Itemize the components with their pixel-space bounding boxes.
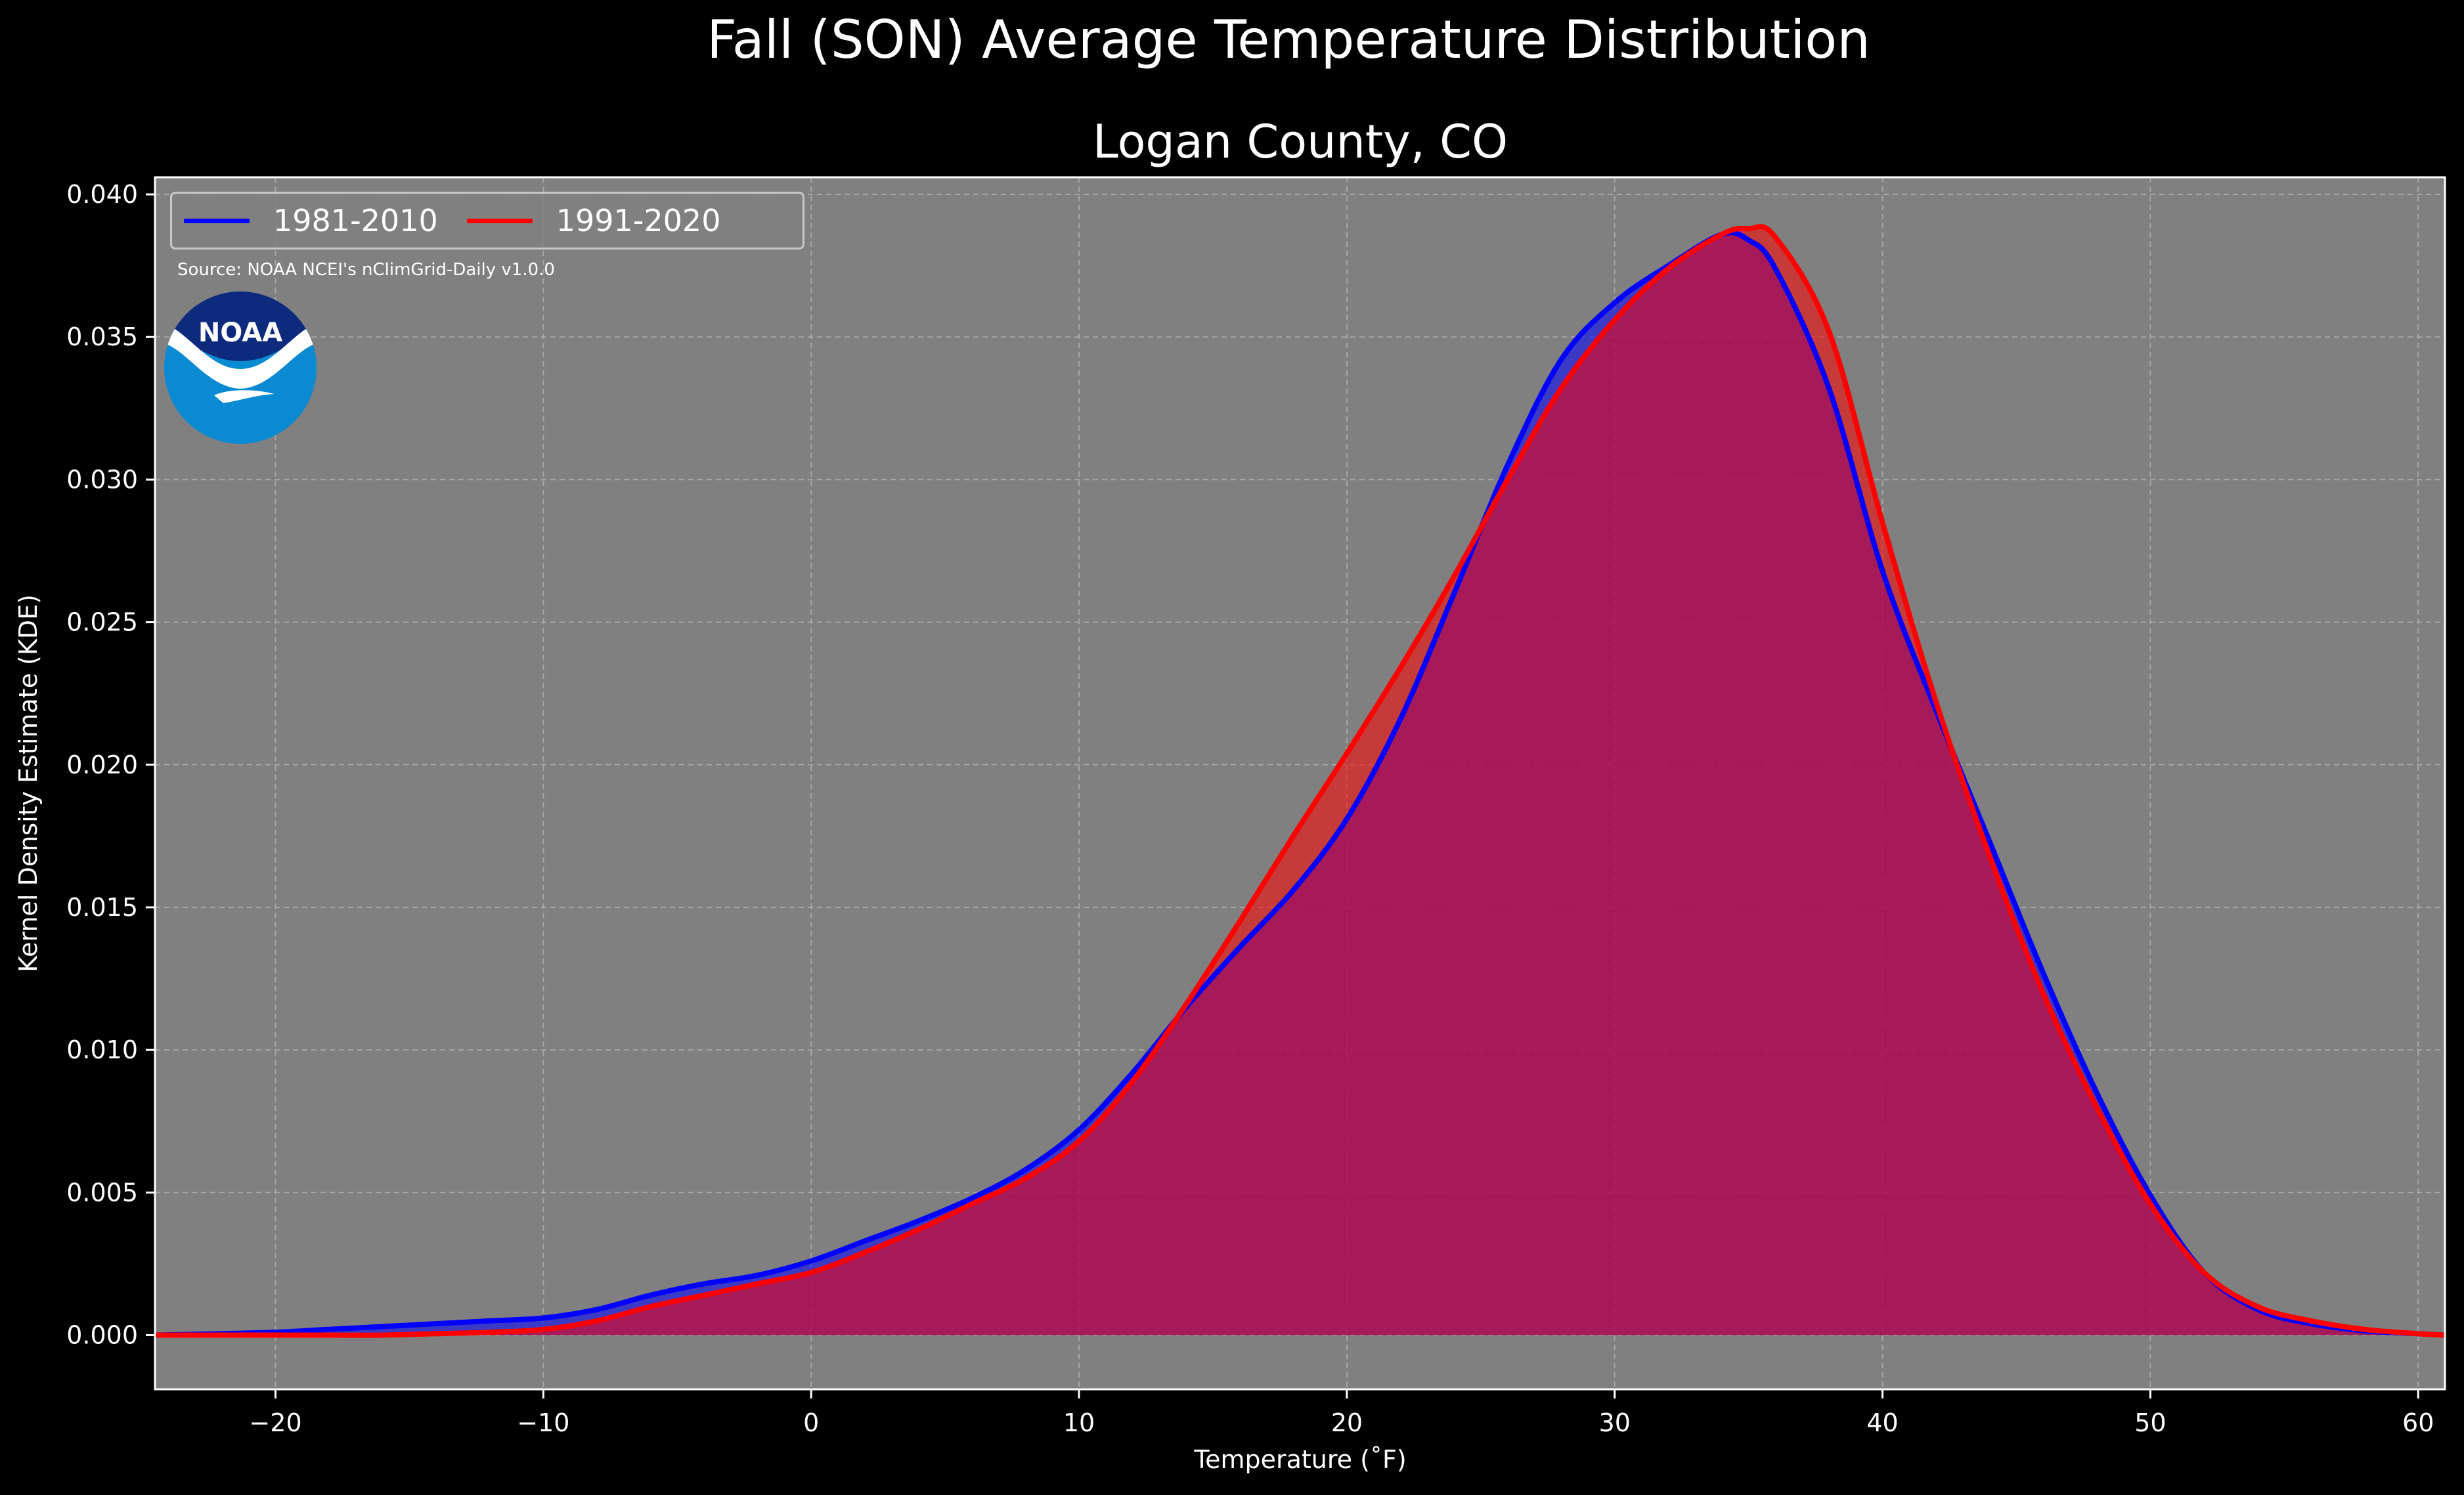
legend-swatch-1991-2020 xyxy=(466,218,533,223)
x-axis-label: Temperature (˚F) xyxy=(1193,1445,1406,1474)
legend-label-1991-2020: 1991-2020 xyxy=(556,203,721,238)
x-tick-label: 60 xyxy=(2402,1408,2434,1437)
chart-title: Fall (SON) Average Temperature Distribut… xyxy=(707,9,1870,70)
legend-entry-1991-2020: 1991-2020 xyxy=(466,203,721,238)
y-tick-label: 0.040 xyxy=(66,180,138,209)
y-tick-label: 0.015 xyxy=(66,893,138,922)
legend-label-1981-2010: 1981-2010 xyxy=(273,203,438,238)
x-tick-label: −10 xyxy=(517,1408,569,1437)
y-tick-label: 0.010 xyxy=(66,1035,138,1064)
chart-subtitle: Logan County, CO xyxy=(1093,115,1508,169)
series-layer xyxy=(154,224,2446,1338)
y-tick-label: 0.035 xyxy=(66,322,138,351)
ticks: −20 −10 0 10 20 30 40 50 60 0.000 0.005 0.010 0.015 0… xyxy=(66,180,2434,1437)
x-tick-label: 20 xyxy=(1331,1408,1363,1437)
y-tick-label: 0.000 xyxy=(66,1320,138,1349)
x-tick-label: −20 xyxy=(249,1408,301,1437)
y-tick-label: 0.020 xyxy=(66,750,138,779)
x-tick-label: 50 xyxy=(2134,1408,2166,1437)
noaa-logo: NOAA xyxy=(164,292,317,444)
x-tick-label: 10 xyxy=(1063,1408,1095,1437)
series-line-1991-2020 xyxy=(155,224,2446,1338)
y-tick-label: 0.025 xyxy=(66,608,138,637)
legend-entry-1981-2010: 1981-2010 xyxy=(184,203,438,238)
series-line-1981-2010 xyxy=(154,230,2446,1338)
x-tick-label: 40 xyxy=(1866,1408,1898,1437)
source-annotation: Source: NOAA NCEI's nClimGrid-Daily v1.0… xyxy=(177,260,555,280)
plot-frame xyxy=(154,176,2446,1391)
legend: 1981-2010 1991-2020 xyxy=(170,192,804,249)
y-axis-label: Kernel Density Estimate (KDE) xyxy=(14,594,43,972)
legend-swatch-1981-2010 xyxy=(184,218,250,223)
y-tick-label: 0.005 xyxy=(66,1178,138,1207)
x-tick-label: 0 xyxy=(803,1408,819,1437)
series-area-1991-2020 xyxy=(155,227,2445,1335)
svg-text:NOAA: NOAA xyxy=(198,318,282,348)
x-tick-label: 30 xyxy=(1599,1408,1631,1437)
y-tick-label: 0.030 xyxy=(66,465,138,494)
